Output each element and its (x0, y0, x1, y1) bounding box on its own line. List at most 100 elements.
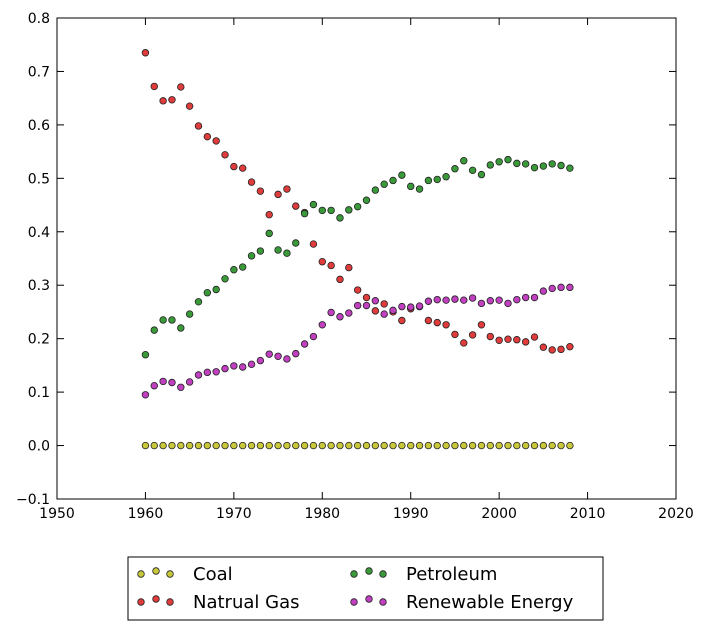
data-point (185, 378, 194, 386)
data-point (442, 296, 450, 304)
axis-ticks (56, 17, 677, 500)
legend-marker (166, 570, 174, 578)
legend-marker (152, 595, 160, 603)
data-point (486, 297, 494, 305)
data-point (389, 176, 397, 185)
data-point (557, 441, 565, 450)
data-point (433, 295, 441, 304)
data-point (486, 332, 494, 341)
data-point (283, 185, 291, 193)
data-point (238, 263, 247, 271)
data-point (486, 161, 494, 169)
x-tick-label: 2000 (481, 506, 517, 522)
data-point (353, 202, 362, 211)
data-point (238, 363, 247, 371)
data-point (504, 441, 512, 450)
legend-marker (166, 598, 174, 606)
data-point (212, 441, 220, 450)
legend-marker (379, 570, 387, 578)
data-point (424, 316, 433, 325)
data-point (247, 360, 256, 369)
data-point (221, 275, 229, 283)
y-tick-label: 0.1 (28, 385, 50, 401)
data-point (566, 342, 574, 351)
data-point (548, 346, 556, 354)
data-point (513, 295, 521, 304)
data-point (362, 196, 371, 204)
legend-marker (365, 567, 373, 575)
data-point (548, 284, 556, 293)
data-point (238, 441, 247, 450)
data-point (415, 185, 424, 193)
data-point (433, 441, 441, 450)
data-point (433, 318, 441, 327)
data-point (318, 258, 326, 266)
y-tick-label: 0.5 (28, 171, 50, 187)
data-point (477, 321, 486, 329)
data-point (353, 301, 362, 310)
data-point (371, 441, 380, 450)
data-point (177, 83, 185, 91)
data-point (212, 137, 220, 145)
data-point (398, 316, 406, 325)
x-tick-label: 1950 (39, 506, 75, 522)
data-point (539, 441, 548, 450)
legend-item: Petroleum (350, 564, 497, 585)
data-point (159, 97, 167, 105)
data-point (159, 316, 167, 324)
data-point (230, 162, 238, 171)
data-point (495, 158, 503, 166)
data-point (256, 441, 265, 450)
y-tick-label: 0.7 (28, 64, 50, 80)
data-point (292, 202, 300, 210)
data-point (274, 246, 282, 254)
data-point (247, 441, 256, 450)
data-point (300, 441, 309, 450)
data-point (380, 441, 388, 450)
legend-item: Renewable Energy (350, 592, 574, 613)
data-point (345, 206, 353, 214)
data-point (389, 306, 397, 315)
data-point (415, 441, 424, 450)
data-point (150, 326, 158, 334)
data-point (557, 161, 565, 170)
data-point (566, 164, 574, 172)
data-point (486, 441, 494, 450)
data-point (274, 441, 282, 450)
data-point (150, 82, 158, 91)
data-point (451, 165, 459, 173)
data-point (318, 441, 326, 450)
data-point (185, 441, 194, 450)
data-point (309, 332, 318, 341)
data-point (194, 298, 203, 306)
data-point (274, 190, 282, 199)
y-tick-label: 0.4 (28, 225, 50, 241)
data-point (530, 163, 539, 172)
data-point (345, 309, 353, 317)
x-tick-label: 1970 (216, 506, 252, 522)
data-point (362, 301, 371, 310)
series-1 (141, 49, 574, 354)
data-point (530, 293, 539, 302)
legend-marker (350, 598, 358, 606)
data-point (495, 441, 503, 450)
data-point (451, 295, 459, 303)
data-point (327, 261, 335, 270)
data-point (353, 286, 362, 294)
legend-label: Renewable Energy (406, 592, 574, 613)
data-point (442, 441, 450, 450)
y-tick-label: 0.2 (28, 332, 50, 348)
data-point (415, 302, 424, 310)
series-0 (141, 441, 574, 450)
data-point (230, 441, 238, 450)
data-point (424, 297, 433, 305)
data-point (442, 173, 450, 181)
data-point (504, 155, 512, 164)
data-point (150, 441, 158, 450)
data-point (265, 229, 273, 238)
data-point (327, 206, 335, 215)
legend-item: Coal (137, 564, 233, 585)
legend-marker (350, 570, 358, 578)
series-3 (141, 283, 574, 399)
data-point (141, 391, 150, 399)
